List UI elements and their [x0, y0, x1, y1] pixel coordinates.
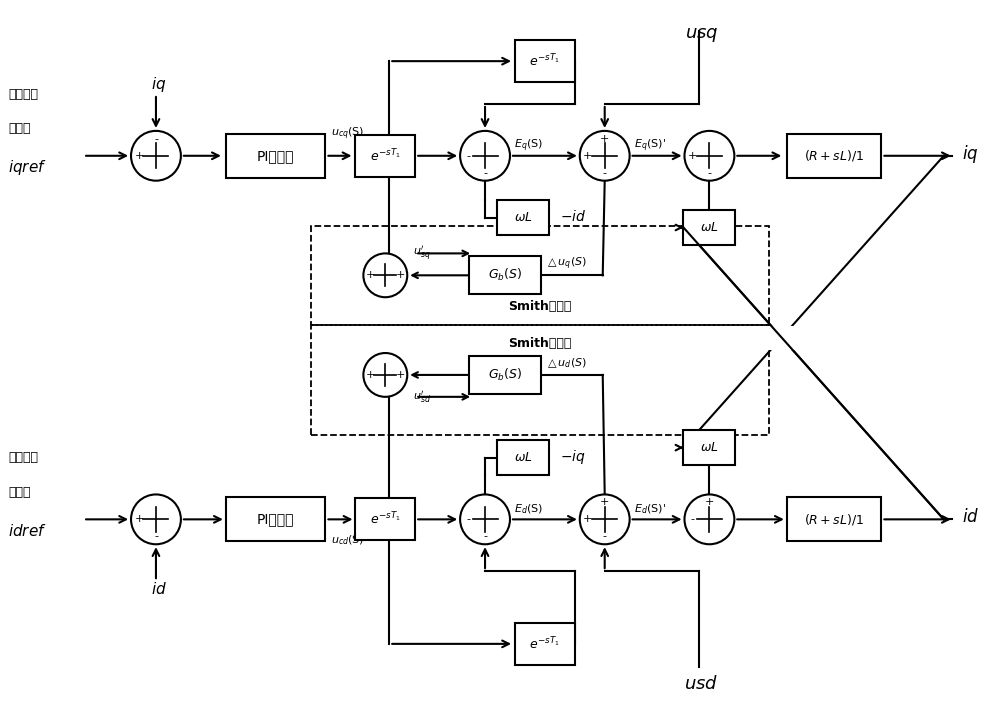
- Text: PI控制器: PI控制器: [257, 149, 294, 163]
- Text: +: +: [705, 498, 714, 508]
- Circle shape: [460, 131, 510, 180]
- Bar: [311, 325, 769, 435]
- Text: $i$q: $i$q: [962, 143, 978, 165]
- Text: Smith预估器: Smith预估器: [508, 337, 572, 350]
- Text: $\omega L$: $\omega L$: [514, 211, 532, 224]
- Text: -: -: [690, 514, 694, 525]
- Text: +: +: [583, 151, 592, 160]
- Text: $E_q$(S)': $E_q$(S)': [634, 138, 666, 154]
- Text: -: -: [466, 514, 470, 525]
- Text: +: +: [366, 271, 375, 280]
- Text: -: -: [154, 134, 158, 144]
- Text: 参考値: 参考値: [8, 486, 31, 499]
- Text: +: +: [396, 271, 405, 280]
- Bar: [226, 134, 325, 178]
- Text: $E_d$(S): $E_d$(S): [514, 503, 543, 516]
- Text: $e^{-sT_1}$: $e^{-sT_1}$: [529, 53, 560, 70]
- Circle shape: [363, 353, 407, 397]
- Bar: [497, 200, 549, 235]
- Text: -: -: [603, 168, 607, 178]
- Text: $e^{-sT_1}$: $e^{-sT_1}$: [529, 635, 560, 652]
- Bar: [226, 498, 325, 541]
- Text: $(R+sL)/1$: $(R+sL)/1$: [804, 512, 864, 527]
- Text: $-i$d: $-i$d: [560, 209, 586, 224]
- Bar: [683, 430, 735, 465]
- Text: $\omega L$: $\omega L$: [700, 441, 719, 454]
- Text: +: +: [600, 498, 609, 508]
- Text: $(R+sL)/1$: $(R+sL)/1$: [804, 148, 864, 163]
- Text: $u_{sq}'$: $u_{sq}'$: [413, 244, 431, 263]
- Bar: [311, 226, 769, 325]
- Text: -: -: [603, 531, 607, 541]
- Circle shape: [131, 494, 181, 545]
- Text: $\triangle u_d(S)$: $\triangle u_d(S)$: [545, 356, 587, 370]
- Bar: [683, 210, 735, 245]
- Circle shape: [580, 131, 630, 180]
- Text: 基频电流: 基频电流: [8, 87, 38, 101]
- Text: $u$sq: $u$sq: [685, 26, 718, 44]
- Text: -: -: [483, 168, 487, 178]
- Bar: [764, 326, 800, 349]
- Circle shape: [131, 131, 181, 180]
- Bar: [515, 40, 575, 82]
- Text: $u_{cq}$(S): $u_{cq}$(S): [331, 126, 365, 142]
- Text: -: -: [707, 168, 711, 178]
- Text: $\omega L$: $\omega L$: [700, 221, 719, 234]
- Text: $G_b(S)$: $G_b(S)$: [488, 267, 522, 283]
- Bar: [355, 498, 415, 540]
- Bar: [787, 498, 881, 541]
- Text: $e^{-sT_1}$: $e^{-sT_1}$: [370, 148, 401, 164]
- Text: $E_d$(S)': $E_d$(S)': [634, 503, 666, 516]
- Text: -: -: [466, 151, 470, 160]
- Text: -: -: [483, 531, 487, 541]
- Text: $\triangle u_q(S)$: $\triangle u_q(S)$: [545, 255, 587, 271]
- Bar: [787, 134, 881, 178]
- Text: +: +: [583, 514, 592, 525]
- Text: $u_{sd}'$: $u_{sd}'$: [413, 389, 431, 405]
- Bar: [515, 623, 575, 665]
- Circle shape: [684, 494, 734, 545]
- Text: +: +: [134, 151, 144, 160]
- Text: +: +: [396, 370, 405, 380]
- Text: $E_q$(S): $E_q$(S): [514, 138, 543, 154]
- Bar: [469, 256, 541, 294]
- Text: $i$d: $i$d: [151, 581, 167, 597]
- Text: PI控制器: PI控制器: [257, 513, 294, 526]
- Text: $-i$q: $-i$q: [560, 447, 586, 466]
- Circle shape: [460, 494, 510, 545]
- Text: $i$d: $i$d: [962, 508, 979, 526]
- Text: Smith预估器: Smith预估器: [508, 300, 572, 313]
- Bar: [469, 356, 541, 394]
- Text: $i$dref: $i$dref: [8, 523, 47, 540]
- Circle shape: [580, 494, 630, 545]
- Text: +: +: [600, 134, 609, 144]
- Text: 参考値: 参考値: [8, 122, 31, 136]
- Text: -: -: [154, 531, 158, 541]
- Circle shape: [363, 253, 407, 297]
- Text: $i$qref: $i$qref: [8, 158, 47, 178]
- Text: $i$q: $i$q: [151, 75, 167, 94]
- Bar: [497, 440, 549, 475]
- Text: $G_b(S)$: $G_b(S)$: [488, 367, 522, 383]
- Text: $\omega L$: $\omega L$: [514, 451, 532, 464]
- Text: +: +: [134, 514, 144, 525]
- Text: $u_{cd}$(S): $u_{cd}$(S): [331, 533, 365, 547]
- Text: 基频电流: 基频电流: [8, 451, 38, 464]
- Text: $e^{-sT_1}$: $e^{-sT_1}$: [370, 511, 401, 528]
- Circle shape: [684, 131, 734, 180]
- Text: +: +: [688, 151, 697, 160]
- Text: $u$sd: $u$sd: [684, 674, 719, 693]
- Bar: [355, 135, 415, 177]
- Text: +: +: [366, 370, 375, 380]
